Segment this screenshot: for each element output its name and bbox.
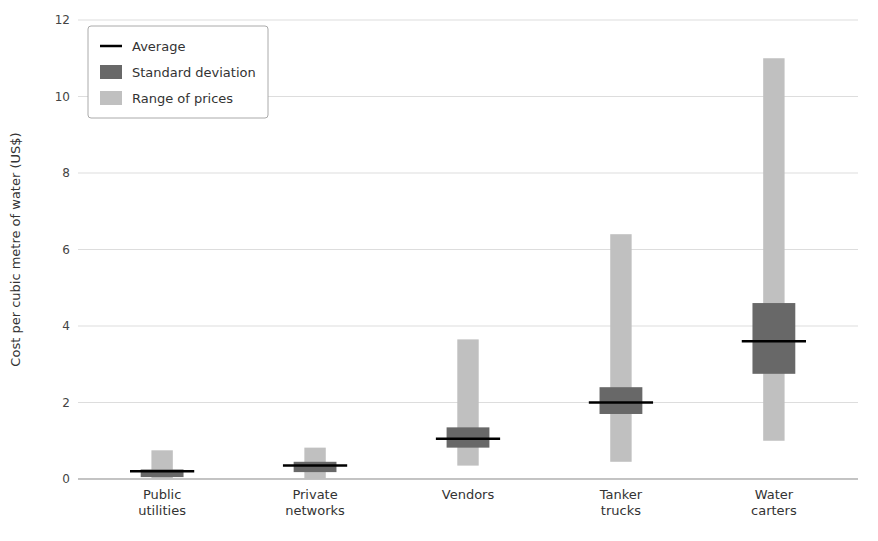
average-line [283, 464, 347, 467]
legend-label: Range of prices [132, 91, 233, 106]
x-tick-label: Publicutilities [138, 487, 186, 518]
marks [130, 58, 806, 479]
range-bar [294, 462, 337, 472]
range-bar [447, 427, 490, 447]
grid-line [78, 479, 858, 480]
y-tick-label: 8 [62, 166, 70, 180]
legend-swatch [100, 91, 122, 105]
range-bar [600, 387, 643, 414]
legend-swatch [100, 45, 122, 48]
x-tick-label: Privatenetworks [285, 487, 345, 518]
legend-frame [88, 26, 268, 118]
chart: 0 2 4 6 8 10 12 Publicutilities Privatenetworks V… [0, 0, 878, 541]
average-line [589, 401, 653, 404]
average-line [130, 470, 194, 473]
x-tick-label: Tankertrucks [599, 487, 643, 518]
y-tick-label: 2 [62, 396, 70, 410]
average-line [742, 340, 806, 343]
average-line [436, 438, 500, 441]
y-tick-label: 10 [55, 90, 70, 104]
y-tick-label: 4 [62, 319, 70, 333]
x-tick-label: Vendors [442, 487, 495, 502]
grid-line [78, 20, 858, 21]
x-tick-label: Watercarters [751, 487, 797, 518]
legend-label: Average [132, 39, 185, 54]
x-axis-line [78, 479, 858, 480]
grid-line [78, 173, 858, 174]
legend-label: Standard deviation [132, 65, 256, 80]
grid-line [78, 249, 858, 250]
range-bar [752, 303, 795, 374]
range-bar [610, 234, 631, 462]
y-axis-label: Cost per cubic metre of water (US$) [8, 132, 23, 366]
y-tick-label: 0 [62, 472, 70, 486]
grid [78, 20, 858, 479]
legend-swatch [100, 65, 122, 79]
y-tick-label: 12 [55, 13, 70, 27]
legend: Average Standard deviation Range of prices [88, 26, 268, 118]
y-tick-label: 6 [62, 243, 70, 257]
range-bar [763, 58, 784, 441]
grid-line [78, 326, 858, 327]
